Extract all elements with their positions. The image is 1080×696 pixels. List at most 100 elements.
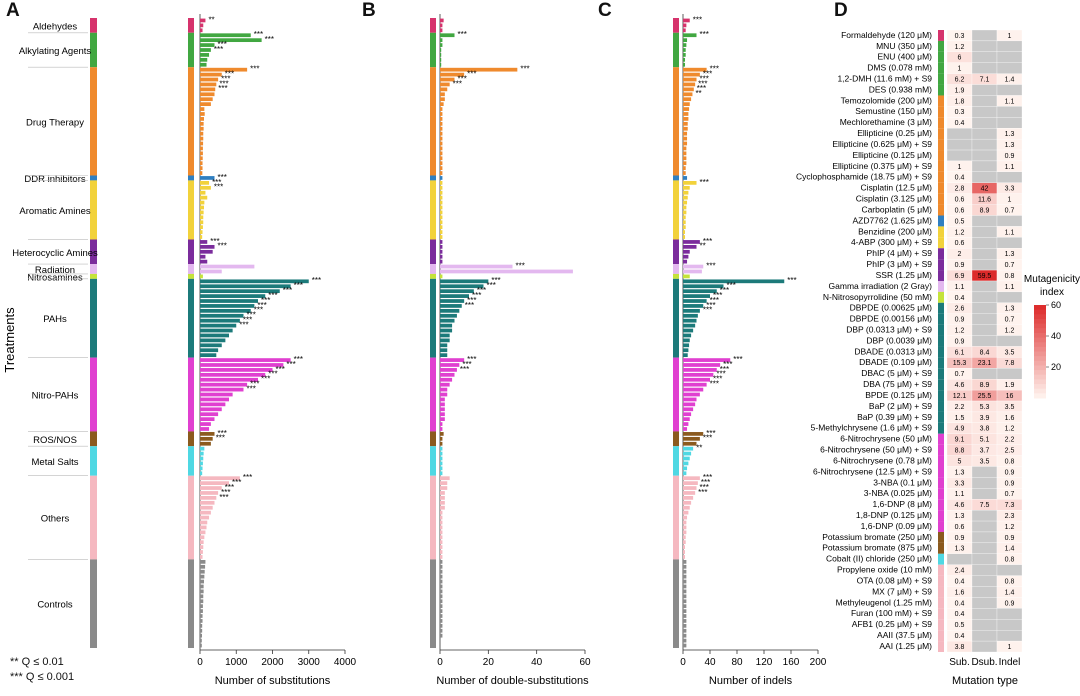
- bar-c-111: [683, 564, 687, 569]
- group-strip-12: [90, 475, 97, 560]
- strip-b-12: [430, 475, 436, 560]
- bar-c-86: [683, 441, 697, 446]
- star-b-70: ***: [462, 360, 471, 369]
- colorbar-segment-3: [1034, 318, 1046, 325]
- heatmap-value-37-1: 5.1: [980, 437, 990, 444]
- heatmap-value-42-0: 1.1: [955, 491, 965, 498]
- star-a-5: ***: [218, 40, 227, 49]
- bar-c-82: [683, 422, 689, 426]
- bar-b-93: [440, 476, 450, 481]
- bar-b-3: [440, 33, 455, 38]
- heatmap-row-color-28: [938, 335, 944, 347]
- bar-a-46: [200, 244, 215, 249]
- bar-b-14: [440, 87, 448, 92]
- bar-b-112: [440, 569, 443, 574]
- heatmap-value-17-0: 0.5: [955, 218, 965, 225]
- bar-a-5: [200, 43, 215, 47]
- bar-c-120: [683, 609, 687, 613]
- bar-c-95: [683, 486, 697, 490]
- heatmap-value-27-2: 1.2: [1005, 327, 1015, 334]
- heatmap-row-color-55: [938, 630, 944, 642]
- x-tick-label-a-3: 3000: [298, 657, 321, 668]
- bar-c-58: [683, 304, 704, 308]
- star-c-96: ***: [698, 488, 707, 497]
- heatmap-value-55-0: 0.4: [955, 633, 965, 640]
- heatmap-col-label-2: Indel: [999, 657, 1021, 668]
- star-b-56: ***: [472, 291, 481, 300]
- heatmap-row-color-47: [938, 542, 944, 554]
- heatmap-cell-48-1: [971, 553, 998, 565]
- bar-b-84: [440, 432, 444, 436]
- bar-b-114: [440, 579, 443, 584]
- heatmap-value-35-0: 1.5: [955, 415, 965, 422]
- heatmap-value-27-0: 1.2: [955, 327, 965, 334]
- bar-c-37: [683, 200, 688, 205]
- strip-c-3: [673, 175, 679, 181]
- bar-b-91: [440, 466, 443, 471]
- heatmap-value-21-0: 0.9: [955, 262, 965, 269]
- heatmap-row-color-33: [938, 390, 944, 402]
- heatmap-row-color-10: [938, 139, 944, 151]
- strip-c-5: [673, 239, 679, 265]
- star-c-69: ***: [733, 355, 742, 364]
- colorbar-title-line2: index: [1040, 287, 1064, 298]
- bar-b-40: [440, 215, 443, 220]
- bar-b-63: [440, 328, 453, 333]
- bar-c-8: [683, 57, 686, 62]
- heatmap-row-color-13: [938, 171, 944, 183]
- heatmap-value-23-0: 1.1: [955, 284, 965, 291]
- star-b-13: ***: [453, 79, 462, 88]
- heatmap-value-31-0: 0.7: [955, 371, 965, 378]
- heatmap-row-color-52: [938, 597, 944, 609]
- bar-c-45: [683, 240, 700, 244]
- bar-a-77: [200, 397, 229, 402]
- x-axis-title-c: Number of indels: [709, 675, 793, 687]
- heatmap-row-color-40: [938, 466, 944, 478]
- star-a-58: ***: [257, 301, 266, 310]
- bar-b-8: [440, 57, 442, 62]
- bar-c-79: [683, 407, 694, 412]
- heatmap-cell-7-1: [971, 106, 998, 118]
- heatmap-row-color-18: [938, 226, 944, 238]
- heatmap-row-label-36: 5-Methylchrysene (1.6 μM) + S9: [811, 423, 933, 433]
- bar-b-107: [440, 545, 443, 549]
- heatmap-row-color-34: [938, 401, 944, 412]
- heatmap-row-color-17: [938, 215, 944, 227]
- heatmap-cell-45-1: [971, 520, 998, 533]
- bar-c-53: [683, 279, 785, 284]
- bar-a-92: [200, 471, 203, 476]
- star-b-10: ***: [520, 65, 529, 74]
- bar-b-56: [440, 294, 469, 298]
- bar-b-87: [440, 446, 443, 451]
- bar-c-48: [683, 254, 689, 259]
- bar-b-96: [440, 491, 445, 495]
- heatmap-value-33-0: 12.1: [953, 393, 967, 400]
- star-a-72: ***: [268, 370, 277, 379]
- strip-a-1: [188, 32, 194, 68]
- heatmap-value-56-0: 3.8: [955, 644, 965, 651]
- bar-b-100: [440, 510, 443, 515]
- bar-b-24: [440, 136, 443, 141]
- heatmap-row-color-0: [938, 30, 944, 41]
- bar-b-12: [440, 77, 455, 82]
- bar-a-14: [200, 87, 216, 92]
- strip-b-6: [430, 264, 436, 274]
- bar-c-80: [683, 412, 692, 417]
- bar-b-41: [440, 220, 443, 225]
- bar-b-110: [440, 559, 443, 564]
- bar-c-114: [683, 579, 687, 584]
- bar-b-49: [440, 259, 443, 264]
- heatmap-value-32-1: 8.9: [980, 382, 990, 389]
- bar-c-31: [683, 171, 686, 175]
- heatmap-value-49-0: 2.4: [955, 568, 965, 575]
- heatmap-value-32-2: 1.9: [1005, 382, 1015, 389]
- heatmap-cell-6-1: [971, 95, 998, 107]
- heatmap-value-45-2: 1.2: [1005, 524, 1015, 531]
- heatmap-value-38-0: 8.8: [955, 448, 965, 455]
- bar-b-36: [440, 195, 443, 200]
- bar-b-1: [440, 23, 443, 28]
- heatmap-row-label-45: 1,6-DNP (0.09 μM): [861, 521, 933, 531]
- bar-a-94: [200, 481, 229, 485]
- heatmap-value-4-1: 7.1: [980, 77, 990, 84]
